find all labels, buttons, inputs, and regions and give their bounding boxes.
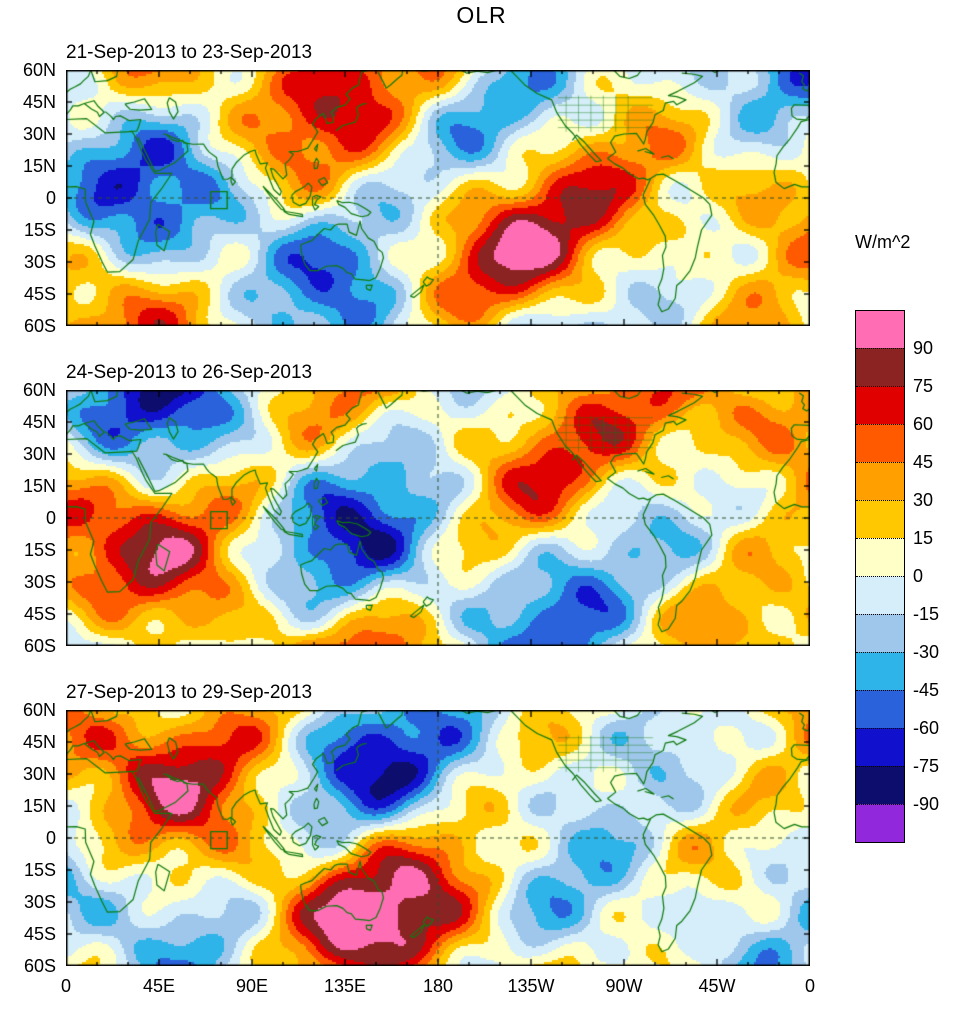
- colorbar-label: -75: [913, 756, 940, 776]
- panel-title: 24-Sep-2013 to 26-Sep-2013: [66, 362, 313, 383]
- lat-tick-label: 60N: [22, 380, 56, 400]
- figure-title: OLR: [456, 2, 507, 28]
- lat-tick-label: 15N: [22, 476, 56, 496]
- colorbar-label: -30: [913, 642, 940, 662]
- lon-tick-label: 0: [60, 976, 71, 996]
- lon-tick-label: 90E: [235, 976, 269, 996]
- colorbar-label: -90: [913, 794, 940, 814]
- lat-tick-label: 30N: [22, 444, 56, 464]
- lat-tick-label: 60S: [23, 956, 56, 976]
- lon-tick-label: 180: [422, 976, 454, 996]
- map-canvas-2: [66, 710, 810, 966]
- lat-tick-label: 60S: [23, 636, 56, 656]
- colorbar-segment: [856, 690, 904, 728]
- colorbar-title: W/m^2: [855, 232, 911, 252]
- colorbar-label: -60: [913, 718, 940, 738]
- lat-tick-label: 30S: [23, 572, 56, 592]
- colorbar-segment: [856, 500, 904, 538]
- colorbar-label: 15: [913, 528, 934, 548]
- lon-tick-label: 45W: [698, 976, 736, 996]
- colorbar-label: 30: [913, 490, 934, 510]
- lat-tick-label: 60N: [22, 700, 56, 720]
- lat-tick-label: 45N: [22, 412, 56, 432]
- lat-tick-label: 0: [45, 188, 56, 208]
- colorbar-segment: [856, 386, 904, 424]
- colorbar-label: 0: [913, 566, 924, 586]
- panel-title: 21-Sep-2013 to 23-Sep-2013: [66, 42, 313, 63]
- lat-tick-label: 15S: [23, 860, 56, 880]
- lon-tick-label: 135E: [323, 976, 367, 996]
- lat-tick-label: 30N: [22, 124, 56, 144]
- lat-tick-label: 45N: [22, 92, 56, 112]
- colorbar-label: -45: [913, 680, 940, 700]
- lat-tick-label: 30N: [22, 764, 56, 784]
- lon-tick-label: 90W: [605, 976, 643, 996]
- colorbar-label: 90: [913, 338, 934, 358]
- lon-tick-label: 135W: [507, 976, 555, 996]
- colorbar-segment: [856, 728, 904, 766]
- lat-tick-label: 30S: [23, 892, 56, 912]
- map-canvas-1: [66, 390, 810, 646]
- colorbar-segment: [856, 614, 904, 652]
- colorbar-label: 75: [913, 376, 934, 396]
- panel-title: 27-Sep-2013 to 29-Sep-2013: [66, 682, 313, 703]
- colorbar-segment: [856, 804, 904, 842]
- colorbar-segment: [856, 462, 904, 500]
- colorbar-label: -15: [913, 604, 940, 624]
- colorbar-segment: [856, 424, 904, 462]
- lat-tick-label: 15N: [22, 796, 56, 816]
- colorbar-body: [855, 310, 905, 843]
- lat-tick-label: 45S: [23, 924, 56, 944]
- colorbar-segment: [856, 311, 904, 348]
- lat-tick-label: 60S: [23, 316, 56, 336]
- colorbar-segment: [856, 652, 904, 690]
- colorbar-label: 60: [913, 414, 934, 434]
- lat-tick-label: 15S: [23, 220, 56, 240]
- lat-tick-label: 0: [45, 508, 56, 528]
- lat-tick-label: 15S: [23, 540, 56, 560]
- colorbar-segment: [856, 576, 904, 614]
- lat-tick-label: 15N: [22, 156, 56, 176]
- lat-tick-label: 0: [45, 828, 56, 848]
- lon-tick-label: 0: [804, 976, 815, 996]
- colorbar-segment: [856, 766, 904, 804]
- lat-tick-label: 45S: [23, 604, 56, 624]
- colorbar-label: 45: [913, 452, 934, 472]
- map-canvas-0: [66, 70, 810, 326]
- lat-tick-label: 45N: [22, 732, 56, 752]
- lat-tick-label: 45S: [23, 284, 56, 304]
- lat-tick-label: 60N: [22, 60, 56, 80]
- colorbar-segment: [856, 348, 904, 386]
- lat-tick-label: 30S: [23, 252, 56, 272]
- lon-tick-label: 45E: [142, 976, 176, 996]
- colorbar-segment: [856, 538, 904, 576]
